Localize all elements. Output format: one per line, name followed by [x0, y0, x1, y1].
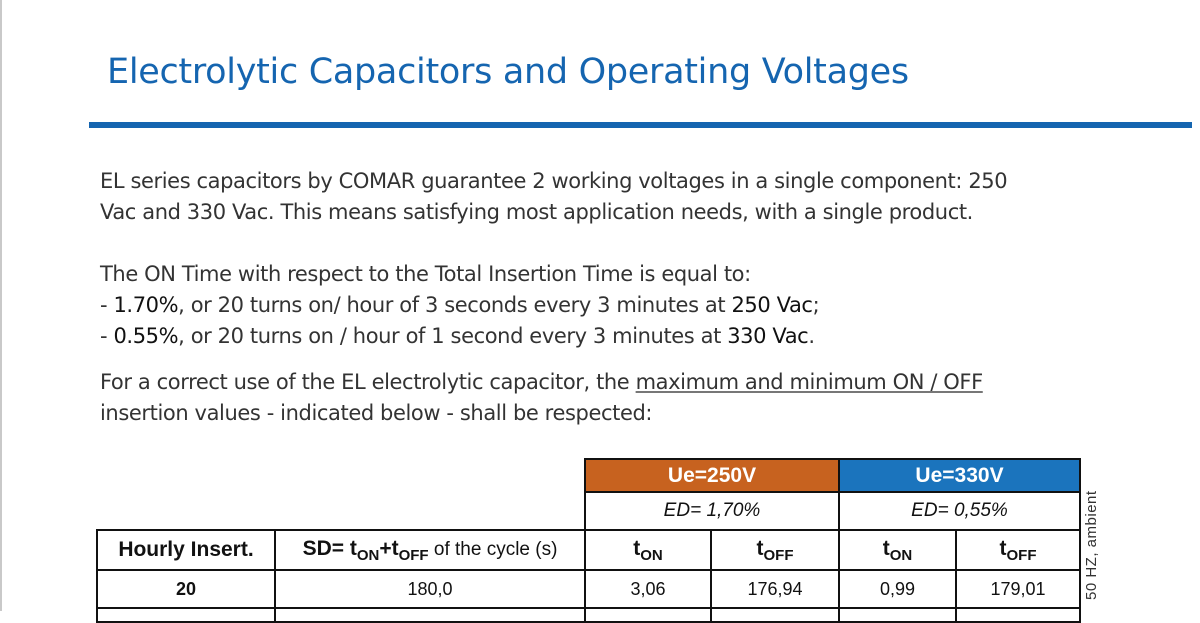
off-sub: OFF [763, 546, 794, 564]
ed330-cell: ED= 0,55% [838, 491, 1081, 531]
col-header-toff-330: tOFF [955, 529, 1081, 571]
off-sub: OFF [1006, 546, 1037, 564]
cell-partial [584, 607, 712, 623]
on-sub: ON [640, 546, 663, 564]
page-title: Electrolytic Capacitors and Operating Vo… [107, 52, 909, 92]
cell-partial [274, 607, 586, 623]
bullet-dash: - [100, 293, 114, 317]
insertion-values-table: Ue=250V Ue=330V ED= 1,70% ED= 0,55% Hour… [96, 458, 1081, 623]
table-row: 20 180,0 3,06 176,94 0,99 179,01 [96, 569, 1081, 609]
left-page-edge [0, 0, 2, 611]
percent-250: 1.70% [113, 293, 179, 317]
ue330-header: Ue=330V [838, 458, 1081, 493]
col-header-ton-250: tON [584, 529, 712, 571]
voltage-330: 330 Vac [727, 324, 809, 348]
usage-line-1: For a correct use of the EL electrolytic… [100, 367, 983, 398]
t-letter: t [756, 536, 764, 560]
title-underline-bar [89, 122, 1192, 128]
cell-toff-330: 179,01 [955, 569, 1081, 609]
usage-line-2: insertion values - indicated below - sha… [100, 401, 653, 425]
col-header-hourly: Hourly Insert. [96, 529, 276, 571]
cell-partial [838, 607, 957, 623]
intro-line-1: EL series capacitors by COMAR guarantee … [100, 169, 1008, 193]
cell-partial [710, 607, 840, 623]
on-off-values-link[interactable]: maximum and minimum ON / OFF [635, 370, 984, 394]
on-time-line-2: - 1.70%, or 20 turns on/ hour of 3 secon… [100, 290, 820, 321]
on-time-desc-250: , or 20 turns on/ hour of 3 seconds ever… [178, 293, 732, 317]
t-letter: t [633, 536, 641, 560]
line-suffix: . [808, 324, 815, 348]
line-suffix: ; [812, 293, 820, 317]
ed250-cell: ED= 1,70% [584, 491, 840, 531]
voltage-250: 250 Vac [731, 293, 813, 317]
table-row-partial [96, 607, 1081, 623]
sd-plus: +t [379, 536, 399, 560]
t-letter: t [999, 536, 1007, 560]
sd-on-sub: ON [356, 546, 380, 564]
cell-hourly: 20 [96, 569, 276, 609]
t-letter: t [882, 536, 890, 560]
col-header-sd: SD= tON+tOFF of the cycle (s) [274, 529, 586, 571]
on-sub: ON [889, 546, 913, 564]
cell-partial [96, 607, 276, 623]
vertical-side-note: 50 HZ, ambient [1083, 490, 1100, 600]
ue250-header: Ue=250V [584, 458, 840, 493]
cell-toff-250: 176,94 [710, 569, 840, 609]
on-time-line-3: - 0.55%, or 20 turns on / hour of 1 seco… [100, 321, 819, 352]
table-blank-corner [97, 459, 585, 492]
bullet-dash: - [100, 324, 114, 348]
on-time-paragraph: The ON Time with respect to the Total In… [100, 259, 820, 352]
on-time-line-1: The ON Time with respect to the Total In… [100, 262, 751, 286]
cell-partial [955, 607, 1081, 623]
intro-line-2: Vac and 330 Vac. This means satisfying m… [100, 200, 973, 224]
cell-sd: 180,0 [274, 569, 586, 609]
intro-paragraph: EL series capacitors by COMAR guarantee … [100, 166, 1008, 228]
col-header-ton-330: tON [838, 529, 957, 571]
on-time-desc-330: , or 20 turns on / hour of 1 second ever… [178, 324, 728, 348]
cell-ton-330: 0,99 [838, 569, 957, 609]
usage-text: For a correct use of the EL electrolytic… [100, 370, 636, 394]
sd-suffix: of the cycle (s) [428, 538, 558, 560]
sd-off-sub: OFF [398, 546, 429, 564]
usage-paragraph: For a correct use of the EL electrolytic… [100, 367, 983, 429]
cell-ton-250: 3,06 [584, 569, 712, 609]
sd-prefix: SD= t [302, 536, 357, 560]
col-header-toff-250: tOFF [710, 529, 840, 571]
table-blank-corner [97, 492, 585, 530]
percent-330: 0.55% [113, 324, 179, 348]
